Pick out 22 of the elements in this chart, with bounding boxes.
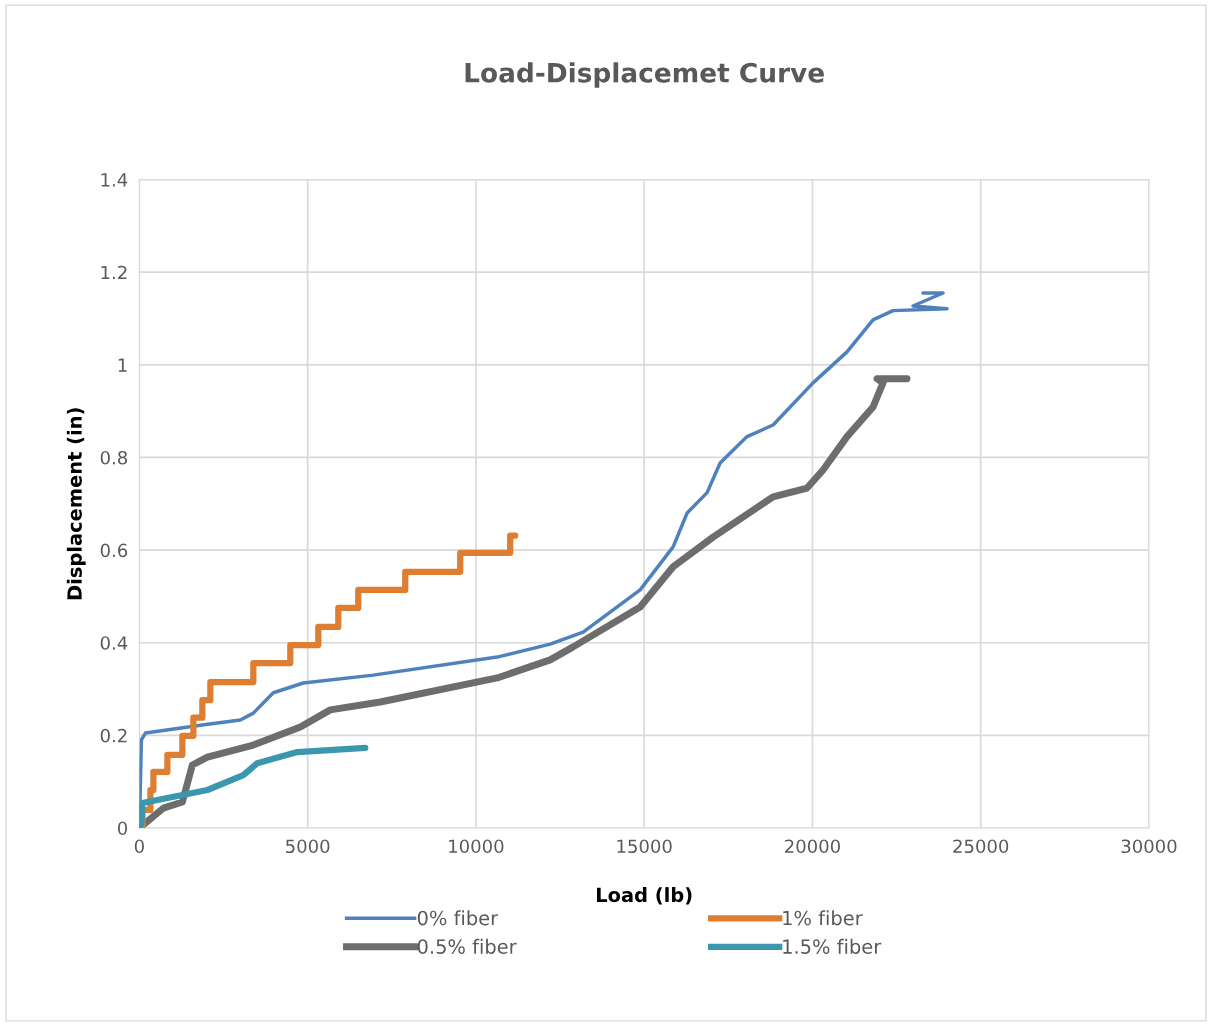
y-tick-label: 0.2 — [100, 728, 127, 743]
x-tick-label: 5000 — [286, 839, 330, 854]
x-axis-title: Load (lb) — [597, 887, 692, 905]
x-tick-label: 15000 — [617, 839, 672, 854]
y-tick-label: 0.8 — [100, 450, 128, 465]
y-tick-label: 1.2 — [101, 265, 127, 280]
y-tick-label: 1 — [118, 358, 127, 372]
x-tick-label: 30000 — [1121, 839, 1177, 854]
y-axis-title: Displacement (in) — [66, 408, 86, 600]
y-tick-label: 0 — [117, 821, 128, 836]
legend-label: 0% fiber — [417, 910, 499, 926]
chart-title: Load-Displacemet Curve — [465, 62, 824, 88]
legend-label: 0.5% fiber — [417, 938, 517, 954]
x-tick-label: 10000 — [449, 839, 504, 854]
y-tick-label: 0.6 — [100, 543, 128, 558]
x-tick-label: 20000 — [785, 839, 840, 854]
legend-label: 1% fiber — [783, 910, 863, 926]
x-tick-label: 25000 — [953, 839, 1009, 854]
y-tick-label: 0.4 — [100, 636, 128, 650]
x-tick-label: 0 — [134, 839, 144, 854]
y-tick-label: 1.4 — [101, 173, 128, 187]
legend-label: 1.5% fiber — [783, 938, 882, 954]
